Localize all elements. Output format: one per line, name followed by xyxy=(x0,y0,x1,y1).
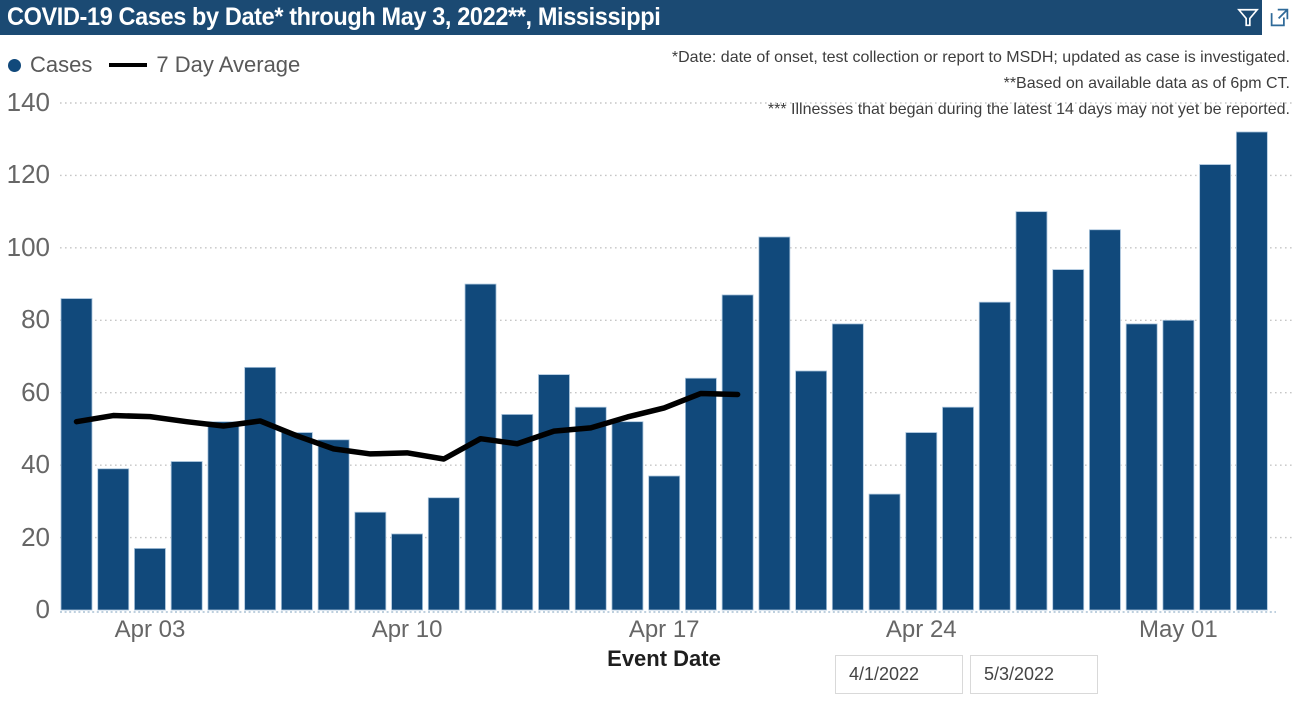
x-axis-title: Event Date xyxy=(607,646,721,671)
open-in-new-icon xyxy=(1270,8,1288,27)
bar-apr-18[interactable] xyxy=(685,377,717,611)
bar-may-2[interactable] xyxy=(1199,164,1232,611)
bar-apr-5[interactable] xyxy=(207,421,240,611)
bar-apr-8[interactable] xyxy=(317,439,350,611)
cases-dot-swatch xyxy=(8,58,21,72)
seven-day-average-line[interactable] xyxy=(73,390,741,462)
bar-apr-16[interactable] xyxy=(611,421,644,611)
bar-apr-17[interactable] xyxy=(648,475,681,611)
bar-apr-28[interactable] xyxy=(1052,269,1085,611)
y-tick-140: 140 xyxy=(6,86,50,117)
bar-apr-27[interactable] xyxy=(1015,211,1048,611)
footnotes: *Date: date of onset, test collection or… xyxy=(672,45,1290,123)
bar-apr-22[interactable] xyxy=(831,323,864,611)
bar-apr-2[interactable] xyxy=(97,468,130,611)
end-date-filter[interactable]: 5/3/2022 xyxy=(970,655,1098,694)
filter-funnel-icon xyxy=(1237,8,1259,26)
bar-apr-10[interactable] xyxy=(391,533,423,611)
filter-button[interactable] xyxy=(1234,0,1262,35)
bar-apr-11[interactable] xyxy=(427,497,460,611)
bar-apr-20[interactable] xyxy=(758,236,791,611)
footnote-latest-14-days: *** Illnesses that began during the late… xyxy=(767,101,1290,118)
bar-apr-29[interactable] xyxy=(1089,229,1121,611)
bar-may-1[interactable] xyxy=(1162,319,1195,611)
bar-apr-3[interactable] xyxy=(134,548,166,611)
open-in-new-button[interactable] xyxy=(1262,0,1296,35)
page-title: COVID-19 Cases by Date* through May 3, 2… xyxy=(7,3,661,31)
x-tick-apr-10: Apr 10 xyxy=(371,616,443,643)
bar-apr-21[interactable] xyxy=(795,370,827,611)
footnote-data-asof: **Based on available data as of 6pm CT. xyxy=(1003,75,1290,92)
bar-apr-9[interactable] xyxy=(354,511,387,611)
start-date-filter[interactable]: 4/1/2022 xyxy=(835,655,963,694)
y-tick-40: 40 xyxy=(21,449,50,480)
y-tick-80: 80 xyxy=(21,304,50,335)
y-tick-100: 100 xyxy=(6,231,50,262)
legend-cases-label: Cases xyxy=(30,52,93,77)
bar-apr-26[interactable] xyxy=(978,301,1011,611)
y-tick-20: 20 xyxy=(21,521,50,552)
x-tick-apr-17: Apr 17 xyxy=(628,616,700,643)
x-tick-may-01: May 01 xyxy=(1139,616,1218,643)
legend-average-label: 7 Day Average xyxy=(156,52,301,77)
footnote-date-definition: *Date: date of onset, test collection or… xyxy=(671,49,1290,66)
y-tick-0: 0 xyxy=(35,593,50,624)
x-tick-apr-03: Apr 03 xyxy=(114,616,186,643)
y-tick-60: 60 xyxy=(21,376,50,407)
bar-apr-14[interactable] xyxy=(538,374,570,611)
bar-apr-25[interactable] xyxy=(942,406,974,611)
bar-apr-1[interactable] xyxy=(60,298,93,611)
bar-may-3[interactable] xyxy=(1235,131,1268,611)
bar-apr-24[interactable] xyxy=(905,432,938,611)
bar-apr-7[interactable] xyxy=(280,432,313,611)
legend: Cases 7 Day Average xyxy=(8,50,300,80)
x-tick-apr-24: Apr 24 xyxy=(885,616,957,643)
bar-apr-4[interactable] xyxy=(170,461,203,611)
y-tick-120: 120 xyxy=(6,159,50,190)
title-bar: COVID-19 Cases by Date* through May 3, 2… xyxy=(0,0,1262,35)
bar-apr-19[interactable] xyxy=(721,294,754,611)
bar-apr-13[interactable] xyxy=(501,414,534,611)
bar-apr-30[interactable] xyxy=(1125,323,1158,611)
bar-apr-23[interactable] xyxy=(868,493,901,611)
average-line-swatch xyxy=(109,63,148,67)
bar-apr-6[interactable] xyxy=(244,366,277,611)
bar-apr-15[interactable] xyxy=(574,406,607,611)
